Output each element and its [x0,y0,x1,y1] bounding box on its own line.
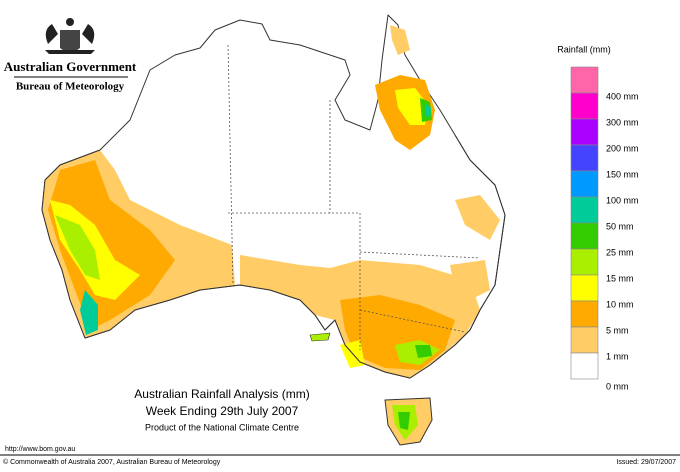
legend-swatch [570,352,599,380]
legend-label: 5 mm [606,325,629,335]
legend-label: 100 mm [606,195,639,205]
legend-title: Rainfall (mm) [557,44,611,54]
legend-swatch [570,66,599,94]
legend: 400 mm 300 mm 200 mm 150 mm 100 mm 50 mm 25 mm… [570,66,639,391]
legend-swatch [570,144,599,172]
crest [45,18,95,54]
legend-swatch [570,248,599,276]
legend-label: 150 mm [606,169,639,179]
legend-swatch [570,274,599,302]
government-name: Australian Government [4,59,137,74]
legend-swatch [570,300,599,328]
footer-copyright: © Commonwealth of Australia 2007, Austra… [3,458,221,466]
legend-label: 200 mm [606,143,639,153]
legend-label: 1 mm [606,351,629,361]
agency-name: Bureau of Meteorology [16,81,125,93]
legend-swatch [570,92,599,120]
footer-issued: Issued: 29/07/2007 [616,459,676,466]
footer-url: http://www.bom.gov.au [5,446,75,453]
legend-swatch [570,326,599,354]
legend-label: 0 mm [606,381,629,391]
map-subtitle: Week Ending 29th July 2007 [146,404,299,418]
legend-label: 15 mm [606,273,634,283]
legend-label: 400 mm [606,91,639,101]
legend-swatch [570,170,599,198]
legend-label: 300 mm [606,117,639,127]
legend-label: 25 mm [606,247,634,257]
legend-swatch [570,222,599,250]
map-title: Australian Rainfall Analysis (mm) [134,387,309,401]
map-credit: Product of the National Climate Centre [145,422,299,432]
australia-map [41,14,506,446]
legend-label: 50 mm [606,221,634,231]
legend-label: 10 mm [606,299,634,309]
legend-swatch [570,118,599,146]
legend-swatch [570,196,599,224]
